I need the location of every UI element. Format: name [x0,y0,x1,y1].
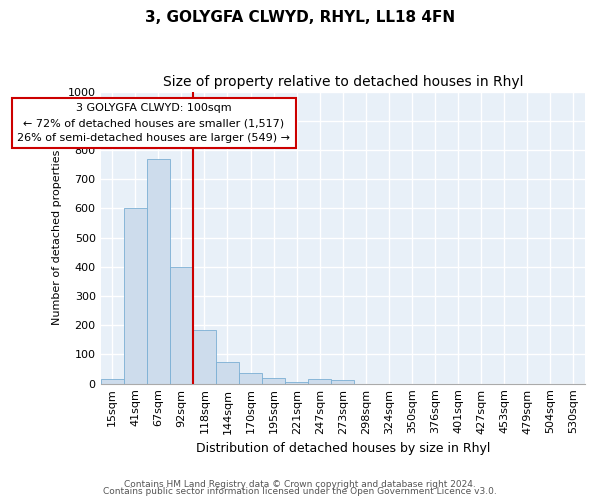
X-axis label: Distribution of detached houses by size in Rhyl: Distribution of detached houses by size … [196,442,490,455]
Bar [170,267,193,384]
Y-axis label: Number of detached properties: Number of detached properties [52,150,62,326]
Bar [193,330,216,384]
Bar [101,380,124,384]
Bar [147,158,170,384]
Bar [285,382,308,384]
Bar [239,372,262,384]
Title: Size of property relative to detached houses in Rhyl: Size of property relative to detached ho… [163,75,523,89]
Text: 3, GOLYGFA CLWYD, RHYL, LL18 4FN: 3, GOLYGFA CLWYD, RHYL, LL18 4FN [145,10,455,25]
Bar [331,380,355,384]
Text: 3 GOLYGFA CLWYD: 100sqm
← 72% of detached houses are smaller (1,517)
26% of semi: 3 GOLYGFA CLWYD: 100sqm ← 72% of detache… [17,103,290,143]
Bar [124,208,147,384]
Bar [308,380,331,384]
Bar [216,362,239,384]
Bar [262,378,285,384]
Text: Contains public sector information licensed under the Open Government Licence v3: Contains public sector information licen… [103,487,497,496]
Text: Contains HM Land Registry data © Crown copyright and database right 2024.: Contains HM Land Registry data © Crown c… [124,480,476,489]
